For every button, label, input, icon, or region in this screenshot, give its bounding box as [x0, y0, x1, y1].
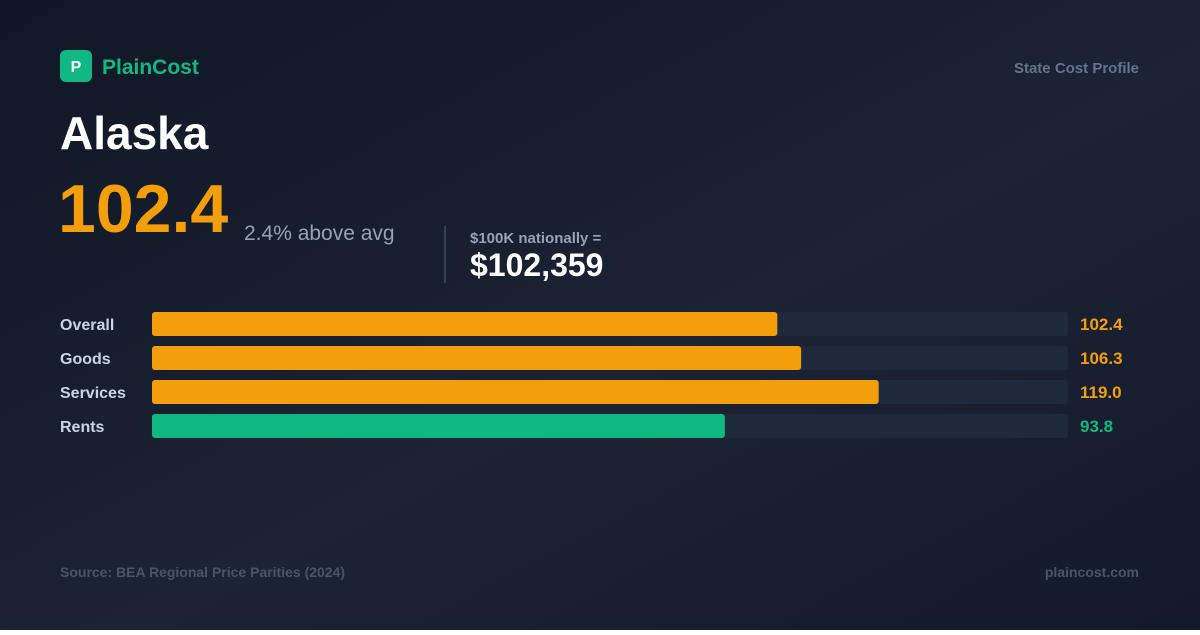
bar	[152, 380, 879, 404]
logo-letter: P	[71, 59, 82, 76]
tag: State Cost Profile	[1014, 60, 1139, 77]
bar	[152, 312, 778, 336]
headline-index: 102.4	[58, 171, 228, 247]
value-label: 106.3	[1080, 349, 1123, 368]
logo	[60, 50, 92, 82]
bar	[152, 414, 725, 438]
value-label: 93.8	[1080, 417, 1113, 436]
category-label: Rents	[60, 419, 105, 436]
equivalent-value: $102,359	[470, 247, 603, 283]
equivalent-label: $100K nationally =	[470, 230, 602, 247]
bar	[152, 346, 802, 370]
category-label: Goods	[60, 351, 111, 368]
value-label: 102.4	[1080, 315, 1123, 334]
category-label: Services	[60, 385, 126, 402]
site: plaincost.com	[1045, 564, 1139, 580]
brand: PlainCost	[102, 56, 199, 79]
state-name: Alaska	[60, 107, 209, 159]
headline-note: 2.4% above avg	[244, 222, 395, 245]
category-label: Overall	[60, 317, 114, 334]
source: Source: BEA Regional Price Parities (202…	[60, 564, 345, 580]
value-label: 119.0	[1080, 383, 1122, 402]
bar-chart: Overall 102.4 Goods 106.3 Services 119.0 Rents…	[60, 312, 1123, 438]
